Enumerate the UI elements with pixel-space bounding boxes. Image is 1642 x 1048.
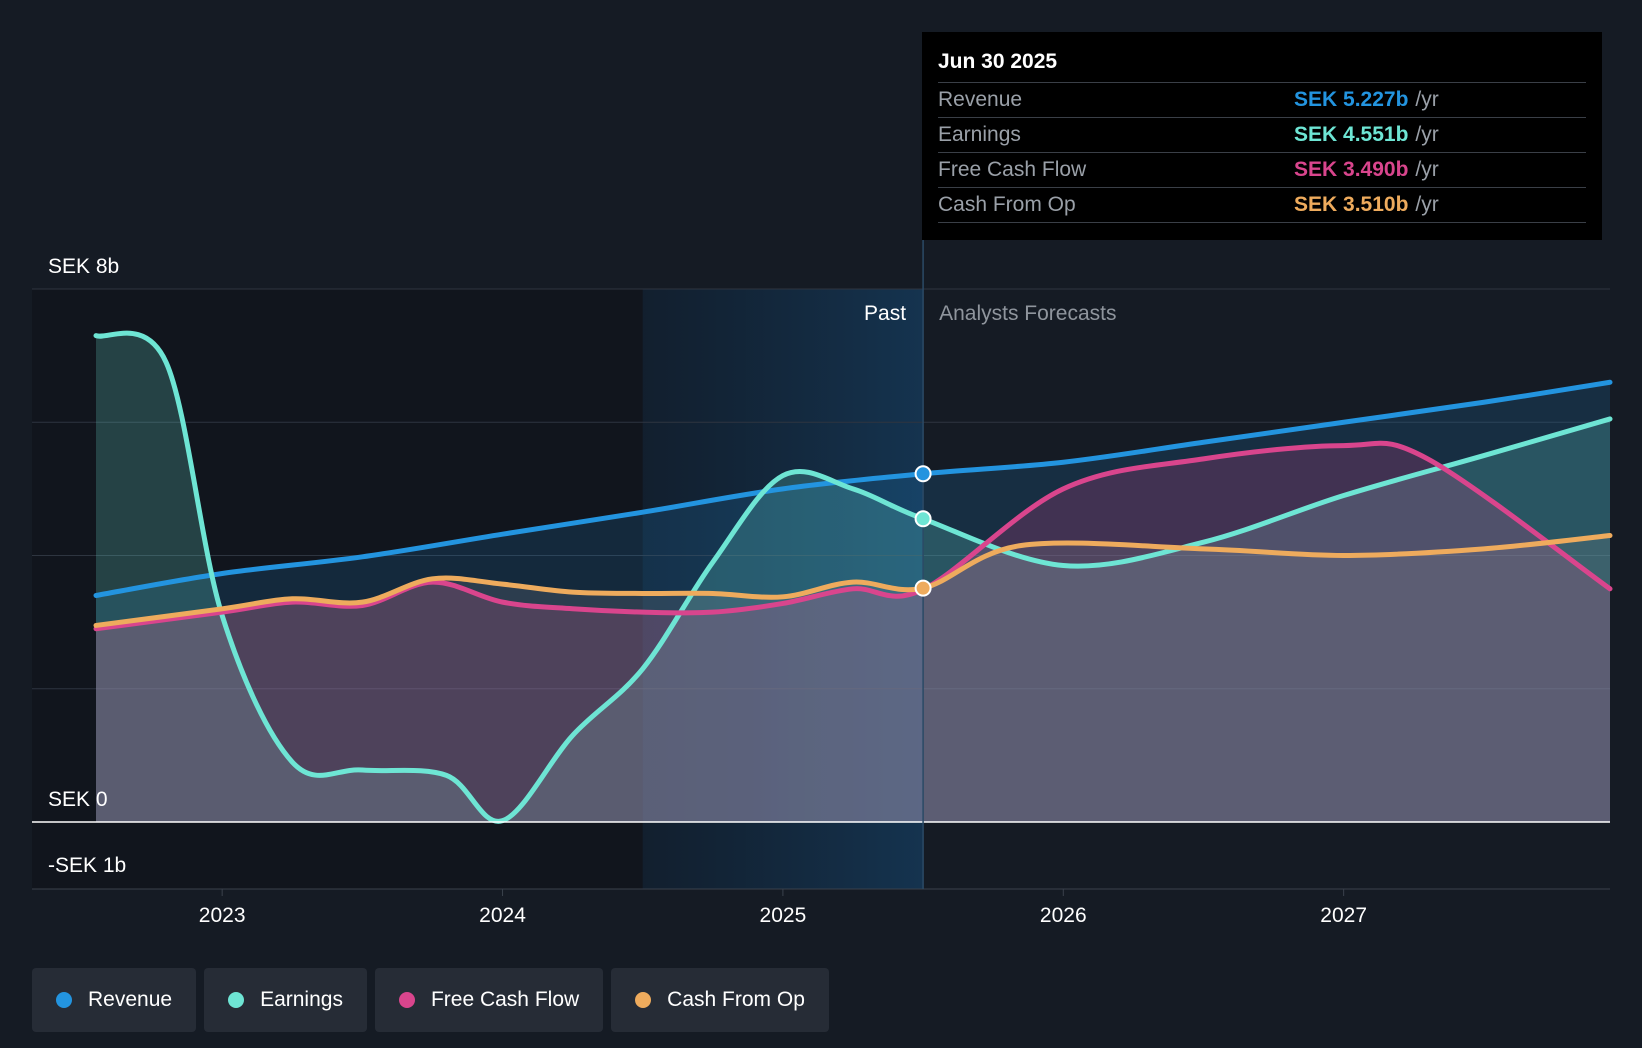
y-axis-label: -SEK 1b	[48, 854, 126, 877]
series-lines	[32, 330, 1613, 824]
legend-label: Earnings	[260, 988, 343, 1011]
tooltip-label: Free Cash Flow	[938, 158, 1087, 181]
free-cash-flow-line	[93, 440, 1613, 632]
tooltip-value: SEK 4.551b	[1294, 123, 1409, 146]
tooltip-label: Revenue	[938, 88, 1023, 111]
tooltip-unit: /yr	[1415, 158, 1439, 181]
tooltip-value: SEK 3.510b	[1294, 193, 1409, 216]
legend-item-revenue[interactable]: Revenue	[32, 968, 197, 1032]
legend-dot-icon	[635, 992, 652, 1008]
tooltip-value: SEK 3.490b	[1294, 158, 1409, 181]
tooltip-row-earnings: Earnings SEK 4.551b /yr	[938, 118, 1586, 153]
y-axis-label: SEK 0	[48, 788, 108, 811]
cash-from-op-line	[93, 533, 1613, 628]
legend-label: Revenue	[88, 988, 173, 1011]
earnings-area	[96, 333, 1610, 822]
tooltip-unit: /yr	[1415, 123, 1439, 146]
x-tick-label: 2026	[1040, 904, 1087, 927]
legend-dot-icon	[398, 992, 415, 1008]
tooltip-unit: /yr	[1415, 193, 1439, 216]
tooltip-row-cash-from-op: Cash From Op SEK 3.510b /yr	[938, 188, 1586, 223]
earnings-marker	[914, 510, 932, 528]
series-areas	[96, 333, 1610, 822]
legend-label: Free Cash Flow	[430, 988, 580, 1011]
x-axis-tick-labels: 2023 2024 2025 2026 2027	[199, 889, 1367, 927]
legend: Revenue Earnings Free Cash Flow Cash Fro…	[32, 968, 829, 1032]
tooltip-date: Jun 30 2025	[938, 48, 1586, 83]
legend-label: Cash From Op	[667, 988, 805, 1011]
tooltip: Jun 30 2025 Revenue SEK 5.227b /yr Earni…	[922, 32, 1602, 240]
legend-dot-icon	[228, 992, 245, 1008]
forecast-label: Analysts Forecasts	[939, 302, 1116, 325]
tooltip-label: Cash From Op	[938, 193, 1076, 216]
cash-from-op-marker	[914, 579, 932, 597]
tooltip-row-revenue: Revenue SEK 5.227b /yr	[938, 83, 1586, 118]
past-highlight-band	[642, 289, 924, 889]
legend-item-cash-from-op[interactable]: Cash From Op	[611, 968, 829, 1032]
tooltip-value: SEK 5.227b	[1294, 88, 1409, 111]
x-tick-label: 2024	[479, 904, 526, 927]
legend-item-earnings[interactable]: Earnings	[204, 968, 367, 1032]
past-label: Past	[864, 302, 906, 325]
legend-item-free-cash-flow[interactable]: Free Cash Flow	[374, 968, 604, 1032]
legend-dot-icon	[56, 992, 72, 1008]
free-cash-flow-area	[96, 443, 1610, 822]
x-tick-label: 2027	[1320, 904, 1367, 927]
series-markers	[914, 465, 932, 597]
tooltip-row-free-cash-flow: Free Cash Flow SEK 3.490b /yr	[938, 153, 1586, 188]
revenue-marker	[914, 465, 932, 483]
revenue-line	[93, 379, 1613, 598]
tooltip-unit: /yr	[1415, 88, 1439, 111]
cash-from-op-area	[96, 535, 1610, 822]
x-tick-label: 2023	[199, 904, 246, 927]
x-tick-label: 2025	[760, 904, 807, 927]
revenue-area	[96, 382, 1610, 822]
y-axis-label: SEK 8b	[48, 255, 119, 278]
y-axis-labels: SEK 8b SEK 0 -SEK 1b	[48, 255, 126, 877]
tooltip-label: Earnings	[938, 123, 1021, 146]
